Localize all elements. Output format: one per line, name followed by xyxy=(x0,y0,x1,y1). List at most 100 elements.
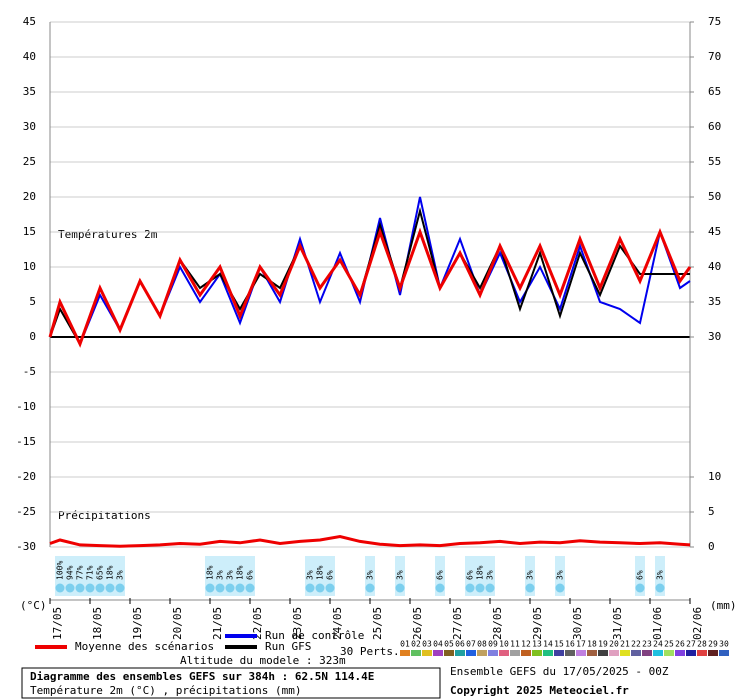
snow-label: 3% xyxy=(306,570,315,580)
y2-tick-label: 75 xyxy=(708,15,721,28)
y-tick-label: 30 xyxy=(23,120,36,133)
pert-number: 06 xyxy=(455,640,465,649)
snow-label: 77% xyxy=(76,565,85,580)
snow-icon xyxy=(215,583,225,593)
snow-label: 6% xyxy=(436,570,445,580)
x-tick-label: 22/05 xyxy=(251,607,264,640)
pert-swatch xyxy=(422,650,432,656)
perturbations-label: 30 Perts. xyxy=(340,645,400,658)
snow-label: 3% xyxy=(526,570,535,580)
y2-tick-label: 35 xyxy=(708,295,721,308)
pert-number: 26 xyxy=(675,640,685,649)
snow-bg xyxy=(305,556,315,596)
x-tick-label: 31/05 xyxy=(611,607,624,640)
snow-label: 18% xyxy=(476,565,485,580)
pert-number: 05 xyxy=(444,640,454,649)
snow-bg xyxy=(525,556,535,596)
pert-swatch xyxy=(444,650,454,656)
snow-icon xyxy=(115,583,125,593)
footer-title: Diagramme des ensembles GEFS sur 384h : … xyxy=(30,670,374,683)
x-tick-label: 23/05 xyxy=(291,607,304,640)
pert-number: 10 xyxy=(499,640,509,649)
precipitation-label: Précipitations xyxy=(58,509,151,522)
snow-bg xyxy=(485,556,495,596)
pert-number: 11 xyxy=(510,640,520,649)
y-tick-label: -20 xyxy=(16,470,36,483)
y2-unit: (mm) xyxy=(710,599,737,612)
pert-number: 04 xyxy=(433,640,443,649)
pert-number: 25 xyxy=(664,640,674,649)
x-tick-label: 29/05 xyxy=(531,607,544,640)
pert-swatch xyxy=(708,650,718,656)
snow-label: 3% xyxy=(556,570,565,580)
snow-label: 3% xyxy=(366,570,375,580)
y2-tick-label: 10 xyxy=(708,470,721,483)
y2-tick-label: 60 xyxy=(708,120,721,133)
snow-label: 3% xyxy=(226,570,235,580)
snow-label: 65% xyxy=(96,565,105,580)
pert-swatch xyxy=(565,650,575,656)
snow-icon xyxy=(435,583,445,593)
snow-label: 3% xyxy=(656,570,665,580)
snow-icon xyxy=(205,583,215,593)
pert-swatch xyxy=(433,650,443,656)
y2-tick-label: 5 xyxy=(708,505,715,518)
pert-swatch xyxy=(477,650,487,656)
y2-tick-label: 50 xyxy=(708,190,721,203)
snow-bg xyxy=(85,556,95,596)
snow-bg xyxy=(635,556,645,596)
pert-swatch xyxy=(499,650,509,656)
pert-number: 22 xyxy=(631,640,641,649)
snow-bg xyxy=(475,556,485,596)
snow-bg xyxy=(325,556,335,596)
snow-icon xyxy=(75,583,85,593)
pert-number: 30 xyxy=(719,640,729,649)
pert-number: 16 xyxy=(565,640,575,649)
pert-number: 28 xyxy=(697,640,707,649)
snow-icon xyxy=(475,583,485,593)
snow-icon xyxy=(485,583,495,593)
pert-swatch xyxy=(400,650,410,656)
snow-bg xyxy=(65,556,75,596)
pert-number: 19 xyxy=(598,640,608,649)
snow-label: 3% xyxy=(396,570,405,580)
x-tick-label: 25/05 xyxy=(371,607,384,640)
snow-icon xyxy=(655,583,665,593)
pert-number: 03 xyxy=(422,640,432,649)
pert-swatch xyxy=(598,650,608,656)
pert-number: 29 xyxy=(708,640,718,649)
pert-swatch xyxy=(510,650,520,656)
snow-bg xyxy=(215,556,225,596)
pert-swatch xyxy=(620,650,630,656)
snow-icon xyxy=(395,583,405,593)
footer-run: Ensemble GEFS du 17/05/2025 - 00Z xyxy=(450,665,669,678)
pert-swatch xyxy=(532,650,542,656)
snow-label: 94% xyxy=(66,565,75,580)
y-tick-label: -15 xyxy=(16,435,36,448)
y-tick-label: 25 xyxy=(23,155,36,168)
y2-tick-label: 0 xyxy=(708,540,715,553)
pert-swatch xyxy=(521,650,531,656)
footer-copyright: Copyright 2025 Meteociel.fr xyxy=(450,684,629,697)
x-tick-label: 24/05 xyxy=(331,607,344,640)
pert-number: 24 xyxy=(653,640,663,649)
snow-bg xyxy=(55,556,65,596)
temperature-label: Températures 2m xyxy=(58,228,158,241)
pert-number: 08 xyxy=(477,640,487,649)
snow-icon xyxy=(305,583,315,593)
snow-bg xyxy=(465,556,475,596)
snow-icon xyxy=(315,583,325,593)
snow-bg xyxy=(315,556,325,596)
snow-icon xyxy=(245,583,255,593)
snow-label: 3% xyxy=(486,570,495,580)
snow-icon xyxy=(85,583,95,593)
snow-icon xyxy=(555,583,565,593)
x-tick-label: 18/05 xyxy=(91,607,104,640)
x-tick-label: 01/06 xyxy=(651,607,664,640)
pert-number: 13 xyxy=(532,640,542,649)
snow-icon xyxy=(95,583,105,593)
snow-bg xyxy=(245,556,255,596)
y2-tick-label: 45 xyxy=(708,225,721,238)
pert-number: 02 xyxy=(411,640,421,649)
y-tick-label: 5 xyxy=(29,295,36,308)
